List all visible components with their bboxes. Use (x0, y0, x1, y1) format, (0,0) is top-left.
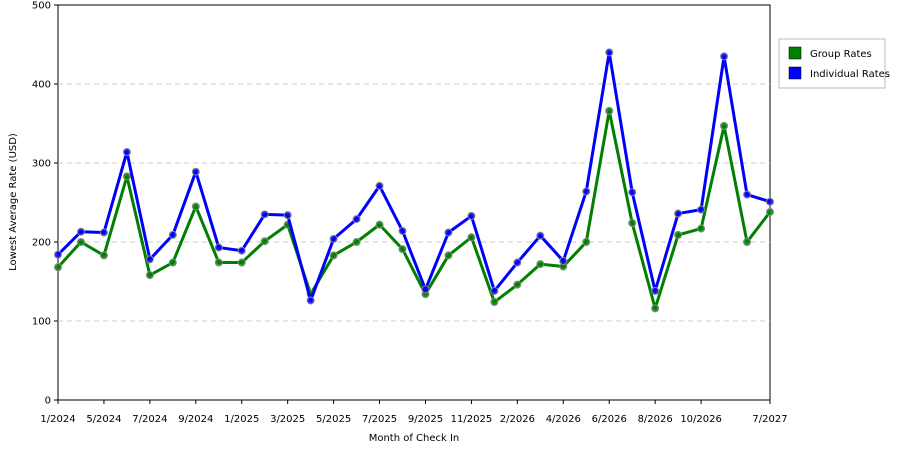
data-point (651, 286, 660, 295)
data-point (375, 181, 384, 190)
data-point (76, 227, 85, 236)
data-point (375, 220, 384, 229)
legend-label: Group Rates (810, 49, 872, 60)
data-point (306, 296, 315, 305)
data-point (260, 237, 269, 246)
data-point (605, 106, 614, 115)
data-point (467, 233, 476, 242)
data-point (444, 228, 453, 237)
x-tick-label: 10/2026 (680, 414, 722, 425)
data-point (352, 215, 361, 224)
data-point (651, 304, 660, 313)
data-point (398, 245, 407, 254)
y-tick-label: 0 (45, 396, 51, 407)
series-line (56, 109, 772, 310)
data-point (214, 258, 223, 267)
data-point (766, 207, 774, 216)
series-line (56, 50, 771, 302)
x-tick-label: 7/2027 (752, 414, 787, 425)
data-point (398, 226, 407, 235)
data-point (99, 228, 108, 237)
data-point (421, 285, 430, 294)
x-tick-label: 2/2026 (500, 414, 535, 425)
data-point (490, 298, 499, 307)
data-point (122, 147, 131, 156)
data-point (214, 243, 223, 252)
x-tick-label: 9/2024 (178, 414, 213, 425)
data-point (54, 250, 62, 259)
y-tick-label: 100 (32, 317, 51, 328)
x-tick-label: 3/2025 (270, 414, 305, 425)
data-point (329, 251, 338, 260)
data-point (122, 172, 131, 181)
data-point (191, 167, 200, 176)
data-point (191, 202, 200, 211)
legend-swatch (788, 66, 802, 80)
x-tick-label: 5/2024 (86, 414, 121, 425)
y-tick-label: 300 (32, 159, 51, 170)
data-point (536, 260, 545, 269)
data-point (559, 256, 568, 265)
data-point (99, 251, 108, 260)
data-point (54, 263, 62, 272)
data-point (145, 255, 154, 264)
data-point (766, 197, 774, 206)
data-point (743, 238, 752, 246)
data-point (513, 280, 522, 289)
data-point (674, 230, 683, 239)
data-point (674, 209, 683, 218)
data-point (237, 258, 246, 267)
data-point (743, 190, 752, 199)
data-point (168, 230, 177, 239)
y-tick-label: 200 (32, 238, 51, 249)
y-tick-label: 500 (32, 1, 51, 12)
data-point (628, 188, 637, 197)
y-axis-title: Lowest Average Rate (USD) (8, 133, 19, 271)
data-point (260, 210, 269, 219)
data-point (536, 231, 545, 240)
data-point (329, 234, 338, 243)
x-tick-label: 4/2026 (546, 414, 581, 425)
data-point (697, 224, 706, 233)
legend-label: Individual Rates (810, 69, 890, 80)
data-point (76, 238, 85, 246)
data-point (582, 187, 591, 196)
data-point (605, 48, 614, 57)
x-axis-title: Month of Check In (369, 433, 460, 444)
data-point (513, 258, 522, 267)
x-tick-label: 9/2025 (408, 414, 443, 425)
y-tick-label: 400 (32, 80, 51, 91)
data-point (352, 238, 361, 246)
data-point (697, 205, 706, 214)
x-tick-label: 6/2026 (592, 414, 627, 425)
data-point (283, 211, 292, 220)
x-tick-label: 1/2024 (40, 414, 75, 425)
legend-box (778, 38, 886, 89)
x-tick-label: 8/2026 (638, 414, 673, 425)
x-tick-label: 1/2025 (224, 414, 259, 425)
data-point (145, 271, 154, 280)
data-point (720, 121, 729, 130)
data-point (237, 246, 246, 255)
x-tick-label: 5/2025 (316, 414, 351, 425)
data-point (168, 258, 177, 267)
data-point (582, 238, 591, 246)
x-tick-label: 11/2025 (451, 414, 493, 425)
x-tick-label: 7/2025 (362, 414, 397, 425)
data-point (628, 219, 637, 228)
data-point (444, 251, 453, 260)
x-tick-label: 7/2024 (132, 414, 167, 425)
plot-area (57, 4, 771, 401)
data-point (720, 52, 729, 61)
data-point (467, 211, 476, 220)
legend-swatch (788, 46, 802, 60)
data-point (490, 286, 499, 295)
